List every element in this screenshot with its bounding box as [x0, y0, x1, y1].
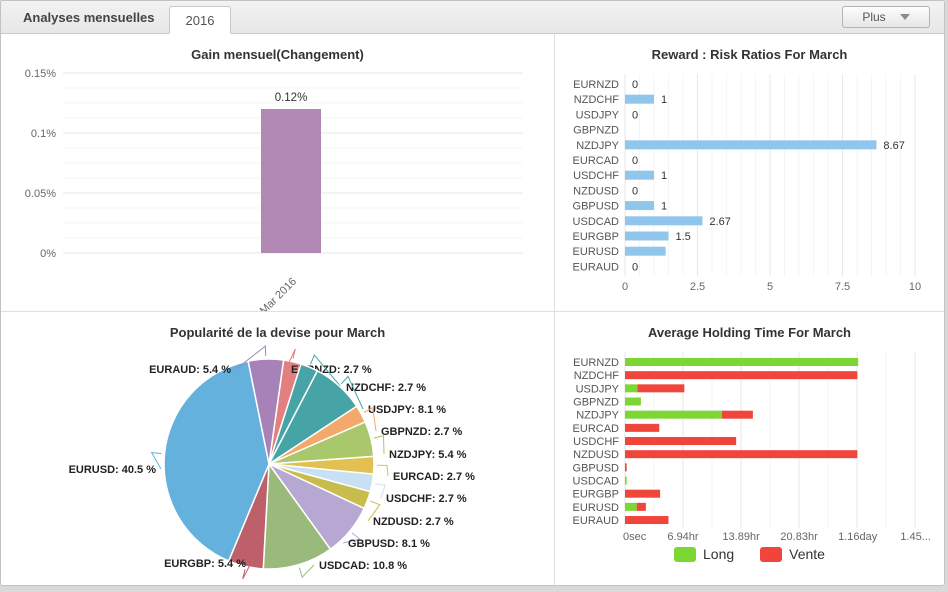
svg-text:0.15%: 0.15% — [25, 68, 56, 80]
svg-text:2.67: 2.67 — [709, 216, 730, 228]
svg-text:NZDCHF: NZDCHF — [574, 370, 619, 382]
svg-text:0: 0 — [632, 79, 638, 91]
svg-text:1: 1 — [661, 94, 667, 106]
svg-text:USDCHF: USDCHF — [573, 436, 619, 448]
svg-text:8.67: 8.67 — [883, 140, 904, 152]
svg-text:0.1%: 0.1% — [31, 128, 56, 140]
svg-text:1: 1 — [661, 170, 667, 182]
panel-holding-time: Average Holding Time For March 0sec 6.94h… — [554, 311, 944, 585]
svg-text:1.16day: 1.16day — [838, 531, 878, 543]
svg-text:EURCAD: 2.7 %: EURCAD: 2.7 % — [393, 471, 475, 483]
panel-monthly-gain: Gain mensuel(Changement) 0% 0.05% 0.1% 0.15… — [1, 34, 554, 311]
svg-text:USDJPY: 8.1 %: USDJPY: 8.1 % — [368, 404, 446, 416]
svg-text:EURGBP: EURGBP — [573, 231, 619, 243]
svg-text:USDJPY: USDJPY — [576, 109, 620, 121]
svg-text:0: 0 — [622, 281, 628, 293]
svg-text:EURGBP: EURGBP — [573, 489, 619, 501]
svg-text:EURNZD: EURNZD — [573, 79, 619, 91]
holding-time-chart: 0sec 6.94hr 13.89hr 20.83hr 1.16day 1.45... EU… — [573, 352, 931, 543]
svg-text:EURCAD: EURCAD — [573, 155, 620, 167]
svg-text:EURAUD: EURAUD — [573, 261, 620, 273]
svg-text:USDCAD: USDCAD — [573, 216, 620, 228]
svg-text:EURAUD: EURAUD — [573, 515, 620, 527]
svg-text:NZDUSD: 2.7 %: NZDUSD: 2.7 % — [373, 516, 454, 528]
svg-text:1: 1 — [661, 201, 667, 213]
legend-item-long[interactable]: Long — [674, 546, 734, 562]
svg-text:NZDUSD: NZDUSD — [573, 185, 619, 197]
chart-title-currency-popularity: Popularité de la devise pour March — [169, 325, 386, 340]
long-series-label: Long — [703, 546, 735, 562]
svg-text:USDJPY: USDJPY — [576, 383, 620, 395]
dashboard-grid: Gain mensuel(Changement) 0% 0.05% 0.1% 0.15… — [1, 34, 944, 585]
currency-popularity-pie: EURNZD: 2.7 %NZDCHF: 2.7 %USDJPY: 8.1 %G… — [69, 345, 475, 580]
svg-text:10: 10 — [909, 281, 921, 293]
svg-text:20.83hr: 20.83hr — [780, 531, 818, 543]
svg-text:USDCAD: USDCAD — [573, 476, 620, 488]
holding-time-legend: Long Vente — [555, 546, 944, 562]
svg-text:13.89hr: 13.89hr — [722, 531, 760, 543]
tab-2016[interactable]: 2016 — [168, 6, 232, 34]
svg-text:EURAUD: 5.4 %: EURAUD: 5.4 % — [149, 364, 231, 376]
svg-text:EURUSD: EURUSD — [573, 502, 620, 514]
panel-risk-ratios: Reward : Risk Ratios For March 0 2.5 5 7.5 1… — [554, 34, 944, 311]
svg-text:GBPUSD: 8.1 %: GBPUSD: 8.1 % — [348, 538, 430, 550]
tab-2016-label: 2016 — [185, 12, 215, 28]
svg-text:0.05%: 0.05% — [25, 188, 56, 200]
svg-text:Mar 2016: Mar 2016 — [258, 276, 299, 311]
svg-text:GBPNZD: GBPNZD — [573, 397, 619, 409]
svg-text:USDCAD: 10.8 %: USDCAD: 10.8 % — [319, 560, 407, 572]
page-title: Analyses mensuelles — [23, 9, 155, 25]
toolbar: Analyses mensuelles 2016 Plus — [1, 1, 944, 34]
svg-text:0%: 0% — [40, 248, 56, 260]
vente-series-swatch — [760, 546, 783, 562]
vente-series-label: Vente — [789, 546, 825, 562]
plus-button-label: Plus — [862, 10, 886, 24]
svg-text:NZDJPY: 5.4 %: NZDJPY: 5.4 % — [389, 449, 467, 461]
plus-button[interactable]: Plus — [842, 6, 930, 28]
svg-text:EURNZD: EURNZD — [573, 357, 619, 369]
svg-text:NZDCHF: NZDCHF — [574, 94, 619, 106]
svg-text:NZDUSD: NZDUSD — [573, 449, 619, 461]
svg-text:6.94hr: 6.94hr — [667, 531, 699, 543]
svg-text:EURUSD: 40.5 %: EURUSD: 40.5 % — [69, 464, 157, 476]
chart-title-holding-time: Average Holding Time For March — [648, 325, 851, 340]
svg-text:0: 0 — [632, 185, 638, 197]
svg-text:NZDJPY: NZDJPY — [576, 140, 619, 152]
svg-text:USDCHF: 2.7 %: USDCHF: 2.7 % — [386, 493, 467, 505]
svg-text:0: 0 — [632, 109, 638, 121]
svg-text:EURGBP: 5.4 %: EURGBP: 5.4 % — [164, 558, 246, 570]
svg-text:7.5: 7.5 — [835, 281, 850, 293]
legend-item-vente[interactable]: Vente — [760, 546, 825, 562]
svg-text:0sec: 0sec — [623, 531, 647, 543]
panel-currency-popularity: Popularité de la devise pour March EURNZ… — [1, 311, 554, 585]
svg-text:GBPNZD: GBPNZD — [573, 125, 619, 137]
chart-title-monthly-gain: Gain mensuel(Changement) — [191, 47, 364, 62]
svg-text:1.45...: 1.45... — [900, 531, 931, 543]
svg-text:2.5: 2.5 — [690, 281, 705, 293]
svg-text:5: 5 — [767, 281, 773, 293]
svg-text:0: 0 — [632, 155, 638, 167]
monthly-gain-chart: 0% 0.05% 0.1% 0.15% 0.12% Mar 2016 — [25, 68, 523, 311]
svg-text:NZDCHF: 2.7 %: NZDCHF: 2.7 % — [346, 382, 426, 394]
chart-title-risk-ratios: Reward : Risk Ratios For March — [651, 47, 848, 62]
svg-text:EURCAD: EURCAD — [573, 423, 620, 435]
svg-text:GBPUSD: GBPUSD — [573, 201, 620, 213]
long-series-swatch — [674, 546, 696, 562]
svg-text:1.5: 1.5 — [676, 231, 691, 243]
svg-text:NZDJPY: NZDJPY — [576, 410, 619, 422]
svg-text:0.12%: 0.12% — [275, 92, 308, 104]
svg-text:GBPNZD: 2.7 %: GBPNZD: 2.7 % — [381, 426, 463, 438]
svg-text:0: 0 — [632, 261, 638, 273]
dropdown-caret-icon — [899, 14, 910, 20]
svg-text:USDCHF: USDCHF — [573, 170, 619, 182]
svg-text:GBPUSD: GBPUSD — [573, 462, 620, 474]
svg-text:EURUSD: EURUSD — [573, 246, 620, 258]
